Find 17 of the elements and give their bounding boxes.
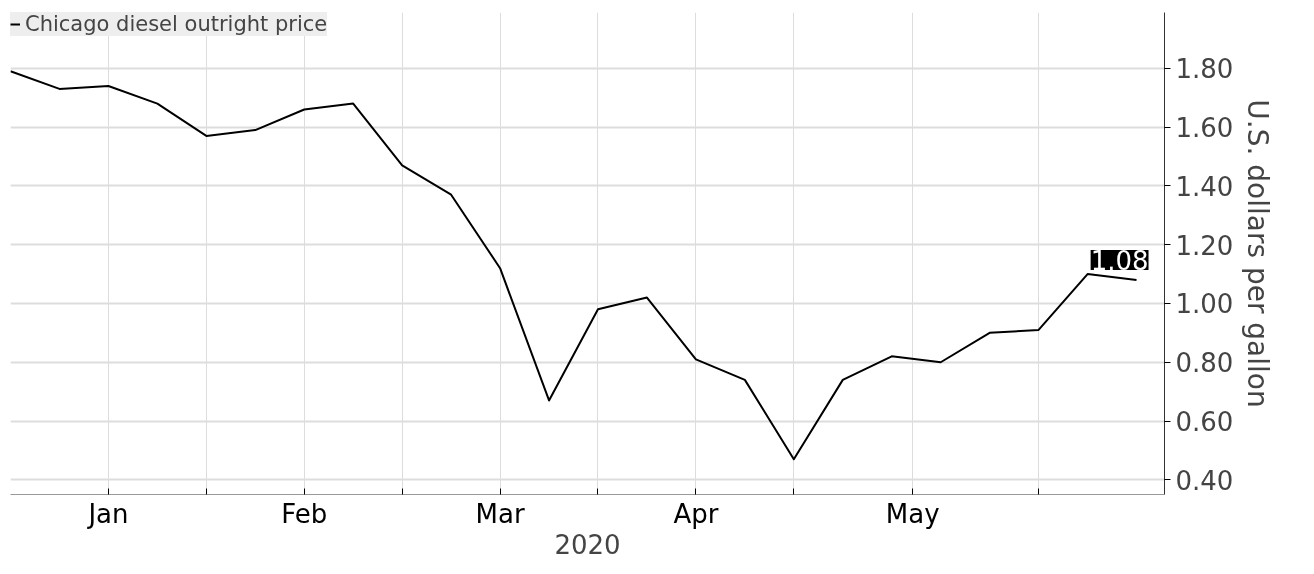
x-tick-label: Jan: [86, 498, 129, 529]
y-tick-label: 1.20: [1175, 230, 1234, 261]
x-axis-title: 2020: [554, 529, 621, 560]
y-tick-label: 0.40: [1175, 465, 1234, 496]
x-tick-label: Feb: [281, 498, 328, 529]
y-tick-label: 1.00: [1175, 289, 1234, 320]
y-tick-label: 0.80: [1175, 348, 1234, 379]
y-tick-label: 1.80: [1175, 54, 1234, 85]
data-label: 1.08: [1090, 245, 1149, 276]
y-tick-label: 0.60: [1175, 407, 1234, 438]
x-tick-label: May: [885, 498, 940, 529]
legend-label: Chicago diesel outright price: [25, 12, 328, 36]
y-tick-label: 1.60: [1175, 113, 1234, 144]
x-tick-label: Apr: [673, 498, 719, 529]
y-tick-label: 1.40: [1175, 171, 1234, 202]
y-axis-title: U.S. dollars per gallon: [1241, 99, 1275, 408]
x-tick-label: Mar: [475, 498, 525, 529]
